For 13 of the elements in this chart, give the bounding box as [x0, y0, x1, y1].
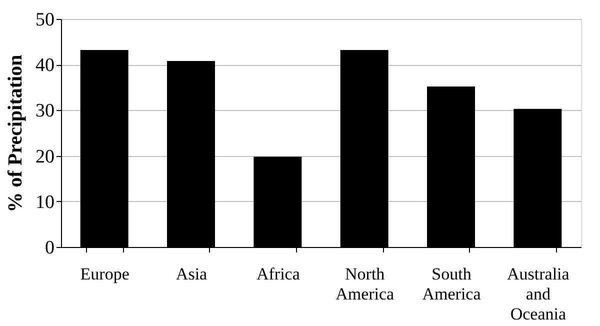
y-tick-label: 30: [36, 100, 54, 122]
y-tick-label: 20: [36, 146, 54, 168]
y-tick-label: 40: [36, 55, 54, 76]
x-tick-label: Africa: [256, 264, 300, 284]
x-tick-label: Australia and Oceania: [507, 264, 570, 324]
y-tick-label: 10: [36, 192, 54, 213]
x-tick-label: North America: [336, 264, 395, 304]
y-tick-label: 50: [36, 10, 54, 30]
x-tick-label: Asia: [176, 264, 208, 284]
y-tick-label: 0: [45, 238, 54, 258]
y-axis-title: % of Precipitation: [4, 54, 26, 212]
x-tick-label: Europe: [80, 264, 130, 284]
x-tick-label: South America: [422, 264, 482, 304]
